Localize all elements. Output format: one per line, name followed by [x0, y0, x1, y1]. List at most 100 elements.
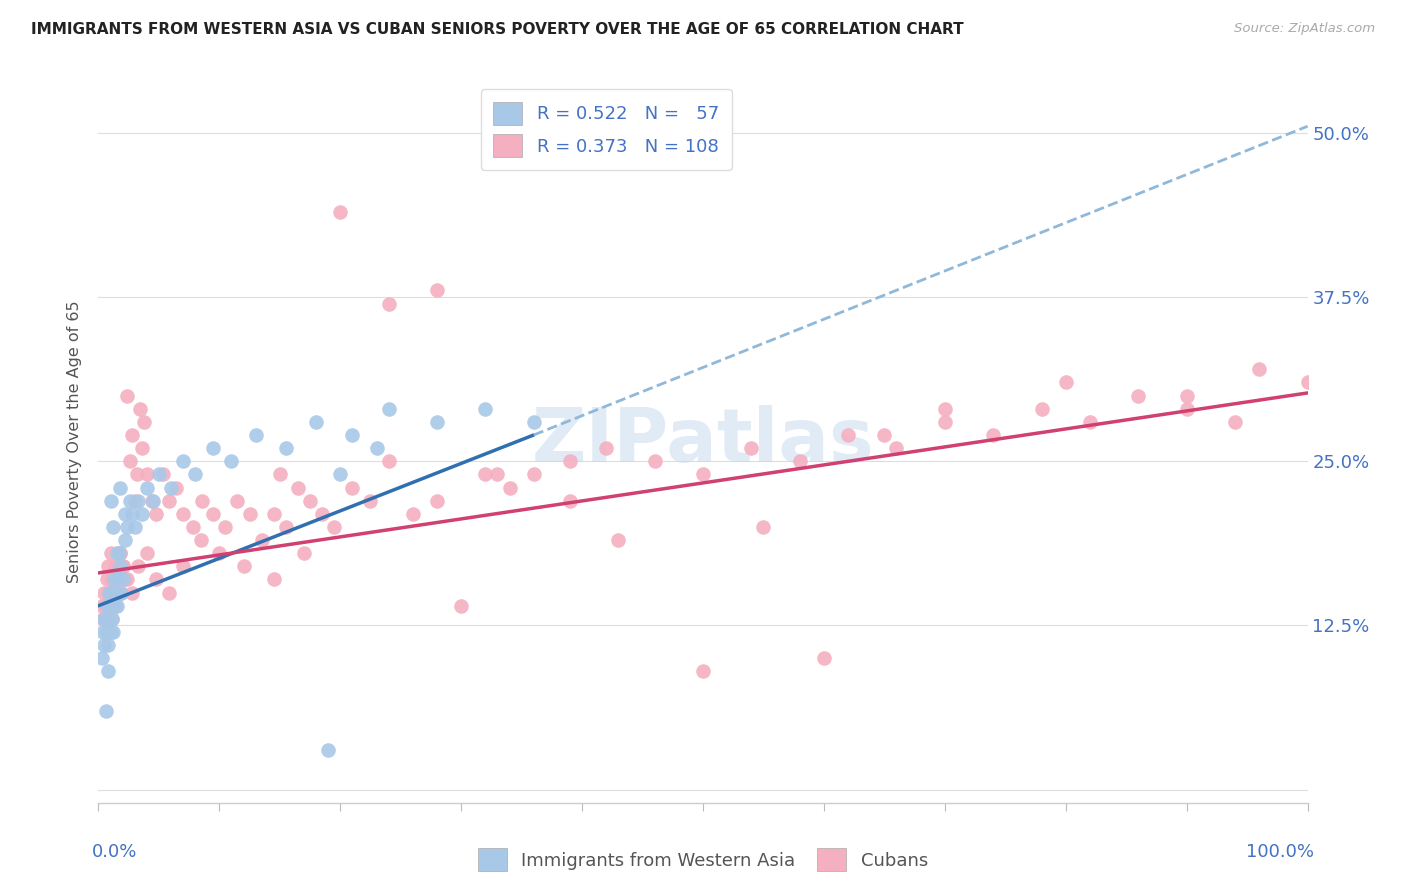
- Point: [103, 573, 125, 587]
- Point: [100, 612, 122, 626]
- Text: 100.0%: 100.0%: [1246, 843, 1313, 861]
- Point: [450, 599, 472, 613]
- Point: [142, 493, 165, 508]
- Point: [202, 441, 225, 455]
- Point: [121, 507, 143, 521]
- Point: [558, 454, 581, 468]
- Point: [97, 559, 120, 574]
- Point: [108, 559, 131, 574]
- Point: [377, 401, 399, 416]
- Point: [97, 665, 120, 679]
- Point: [118, 493, 141, 508]
- Point: [117, 388, 139, 402]
- Point: [221, 454, 243, 468]
- Point: [131, 507, 153, 521]
- Point: [342, 428, 364, 442]
- Point: [108, 573, 131, 587]
- Point: [100, 612, 122, 626]
- Point: [100, 573, 122, 587]
- Point: [96, 625, 118, 640]
- Point: [101, 520, 124, 534]
- Point: [98, 585, 121, 599]
- Point: [100, 546, 122, 560]
- Point: [117, 520, 139, 534]
- Point: [740, 441, 762, 455]
- Point: [145, 573, 167, 587]
- Point: [269, 467, 291, 482]
- Point: [1249, 362, 1271, 376]
- Point: [148, 467, 170, 482]
- Point: [274, 441, 297, 455]
- Point: [105, 585, 128, 599]
- Point: [263, 573, 285, 587]
- Point: [184, 467, 207, 482]
- Point: [934, 415, 956, 429]
- Point: [692, 665, 714, 679]
- Point: [160, 481, 183, 495]
- Point: [377, 296, 399, 310]
- Point: [100, 599, 122, 613]
- Point: [474, 467, 496, 482]
- Point: [165, 481, 187, 495]
- Point: [172, 559, 194, 574]
- Point: [208, 546, 231, 560]
- Point: [523, 467, 546, 482]
- Point: [98, 599, 121, 613]
- Point: [157, 585, 180, 599]
- Point: [305, 415, 328, 429]
- Point: [1223, 415, 1246, 429]
- Point: [886, 441, 908, 455]
- Point: [93, 638, 115, 652]
- Point: [94, 704, 117, 718]
- Point: [145, 507, 167, 521]
- Point: [329, 467, 352, 482]
- Point: [91, 651, 114, 665]
- Point: [135, 467, 157, 482]
- Point: [100, 625, 122, 640]
- Point: [523, 415, 546, 429]
- Point: [127, 559, 149, 574]
- Y-axis label: Seniors Poverty Over the Age of 65: Seniors Poverty Over the Age of 65: [67, 301, 83, 582]
- Point: [202, 507, 225, 521]
- Point: [101, 573, 124, 587]
- Point: [117, 573, 139, 587]
- Point: [360, 493, 382, 508]
- Point: [121, 428, 143, 442]
- Text: Source: ZipAtlas.com: Source: ZipAtlas.com: [1234, 22, 1375, 36]
- Point: [127, 467, 149, 482]
- Point: [108, 546, 131, 560]
- Point: [97, 638, 120, 652]
- Point: [172, 507, 194, 521]
- Point: [311, 507, 333, 521]
- Point: [981, 428, 1004, 442]
- Point: [316, 743, 339, 757]
- Point: [157, 493, 180, 508]
- Point: [934, 401, 956, 416]
- Point: [101, 625, 124, 640]
- Point: [114, 533, 136, 547]
- Point: [402, 507, 425, 521]
- Point: [124, 493, 146, 508]
- Point: [245, 428, 267, 442]
- Point: [287, 481, 309, 495]
- Point: [607, 533, 630, 547]
- Point: [131, 441, 153, 455]
- Text: 0.0%: 0.0%: [93, 843, 138, 861]
- Point: [124, 520, 146, 534]
- Point: [91, 599, 114, 613]
- Point: [299, 493, 322, 508]
- Point: [498, 481, 520, 495]
- Point: [108, 546, 131, 560]
- Point: [1031, 401, 1053, 416]
- Point: [111, 559, 134, 574]
- Point: [377, 454, 399, 468]
- Point: [837, 428, 859, 442]
- Point: [152, 467, 174, 482]
- Point: [752, 520, 775, 534]
- Point: [98, 585, 121, 599]
- Point: [111, 573, 134, 587]
- Point: [486, 467, 509, 482]
- Point: [108, 481, 131, 495]
- Point: [250, 533, 273, 547]
- Point: [94, 612, 117, 626]
